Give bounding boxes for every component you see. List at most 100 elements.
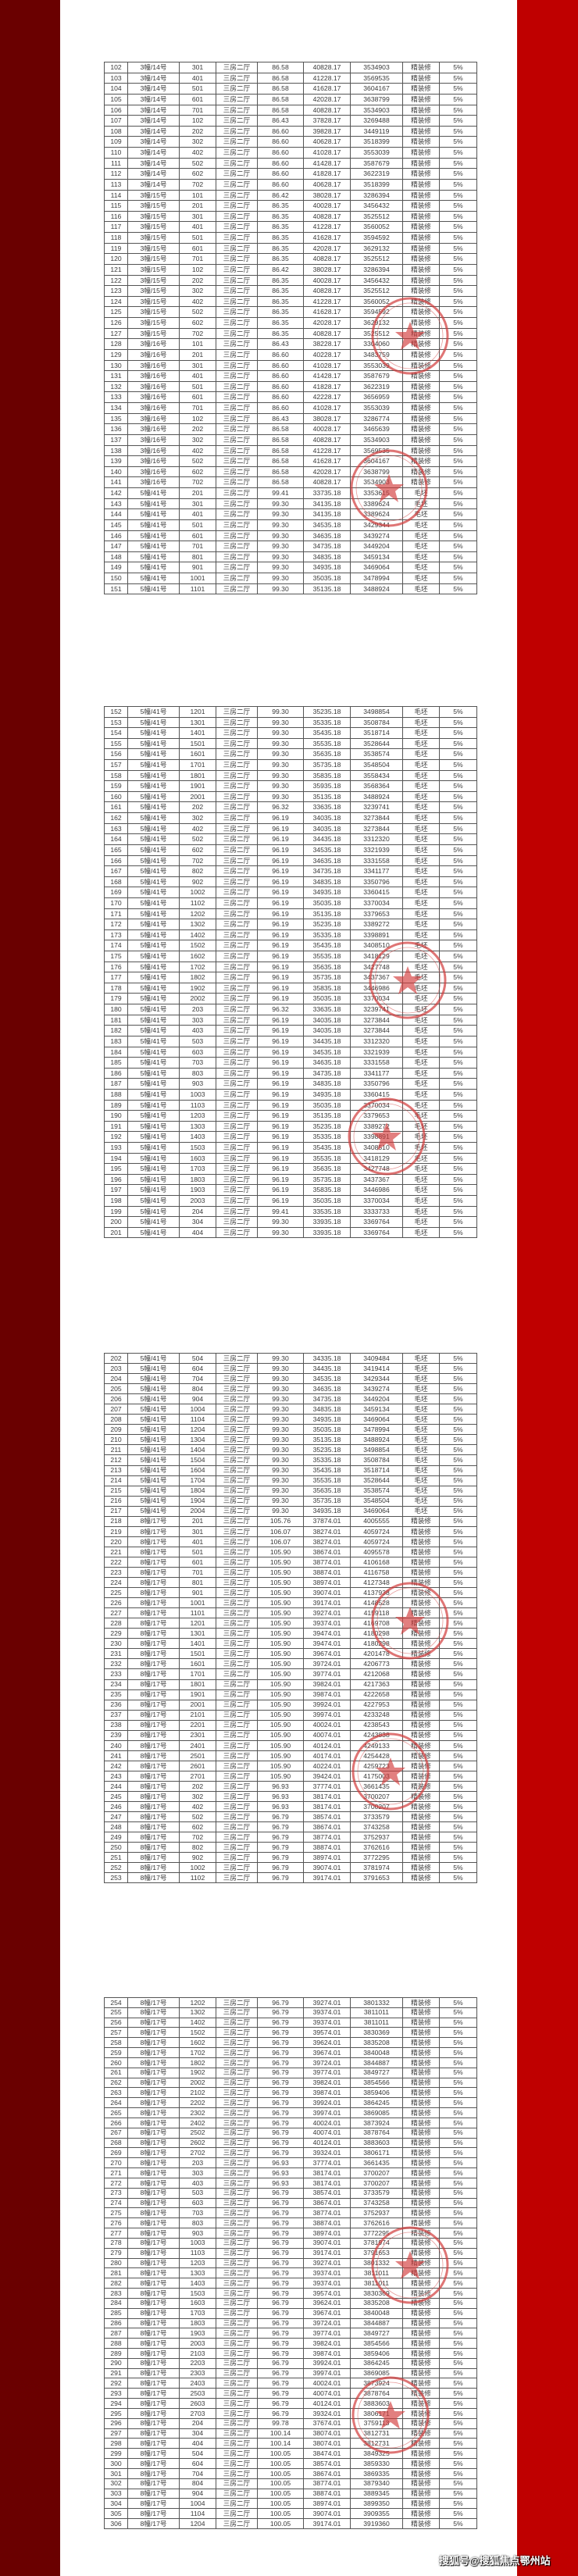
percentage-cell: 5% [439, 982, 477, 994]
room-number-cell: 2001 [179, 790, 216, 803]
total-price-cell: 3743258 [350, 2197, 403, 2209]
unit-price-cell: 39574.01 [303, 2027, 351, 2039]
layout-cell: 三房二厅 [216, 1658, 258, 1670]
layout-cell: 三房二厅 [216, 2147, 258, 2159]
finish-cell: 精装修 [402, 2097, 440, 2109]
layout-cell: 三房二厅 [216, 1131, 258, 1143]
row-number-cell: 249 [104, 1832, 128, 1843]
room-number-cell: 2003 [179, 2338, 216, 2349]
unit-price-cell: 39724.01 [303, 1658, 351, 1670]
area-cell: 86.60 [257, 402, 304, 414]
area-cell: 99.30 [257, 1414, 304, 1425]
unit-price-cell: 40124.01 [303, 1739, 351, 1751]
room-number-cell: 602 [179, 1821, 216, 1833]
finish-cell: 毛坯 [402, 1495, 440, 1507]
layout-cell: 三房二厅 [216, 1184, 258, 1197]
percentage-cell: 5% [439, 178, 477, 191]
unit-price-cell: 38874.01 [303, 1842, 351, 1854]
row-number-cell: 285 [104, 2307, 128, 2319]
room-number-cell: 404 [179, 2438, 216, 2449]
row-number-cell: 273 [104, 2187, 128, 2199]
building-cell: 8幢/17号 [127, 2217, 180, 2229]
percentage-cell: 5% [439, 317, 477, 329]
building-cell: 8幢/17号 [127, 1997, 180, 2008]
total-price-cell: 4180298 [350, 1628, 403, 1639]
area-cell: 96.79 [257, 2067, 304, 2078]
area-cell: 99.30 [257, 1434, 304, 1446]
table-row: 164 5幢/41号 502 三房二厅 96.19 34435.18 3312320 毛坯 5% [104, 833, 477, 845]
total-price-cell: 3553039 [350, 359, 403, 372]
percentage-cell: 5% [439, 168, 477, 180]
row-number-cell: 236 [104, 1699, 128, 1711]
finish-cell: 精装修 [402, 72, 440, 84]
percentage-cell: 5% [439, 1110, 477, 1122]
total-price-cell: 4227953 [350, 1699, 403, 1711]
percentage-cell: 5% [439, 1485, 477, 1497]
building-cell: 8幢/17号 [127, 2378, 180, 2389]
building-cell: 5幢/41号 [127, 508, 180, 520]
finish-cell: 精装修 [402, 232, 440, 244]
building-cell: 5幢/41号 [127, 1414, 180, 1425]
total-price-cell: 3286774 [350, 412, 403, 425]
finish-cell: 精装修 [402, 2518, 440, 2529]
percentage-cell: 5% [439, 1004, 477, 1015]
total-price-cell: 3587679 [350, 157, 403, 169]
room-number-cell: 201 [179, 487, 216, 499]
room-number-cell: 203 [179, 2157, 216, 2169]
layout-cell: 三房二厅 [216, 801, 258, 814]
area-cell: 86.35 [257, 327, 304, 340]
area-cell: 96.79 [257, 2127, 304, 2139]
finish-cell: 精装修 [402, 455, 440, 467]
table-row: 225 8幢/17号 901 三房二厅 105.90 39074.01 4137938 精装修… [104, 1587, 477, 1599]
table-row: 157 5幢/41号 1701 三房二厅 99.30 35735.18 3548504 毛坯 5… [104, 759, 477, 771]
finish-cell: 毛坯 [402, 1373, 440, 1385]
total-price-cell: 3398891 [350, 1131, 403, 1143]
table-row: 166 5幢/41号 702 三房二厅 96.19 34635.18 3331558 毛坯 5% [104, 855, 477, 867]
percentage-cell: 5% [439, 1057, 477, 1069]
layout-cell: 三房二厅 [216, 1035, 258, 1047]
room-number-cell: 2401 [179, 1739, 216, 1751]
layout-cell: 三房二厅 [216, 1067, 258, 1079]
building-cell: 8幢/17号 [127, 2267, 180, 2279]
area-cell: 96.79 [257, 2307, 304, 2319]
building-cell: 8幢/17号 [127, 1689, 180, 1700]
area-cell: 96.19 [257, 897, 304, 909]
finish-cell: 精装修 [402, 2297, 440, 2309]
unit-price-cell: 40828.17 [303, 210, 351, 223]
finish-cell: 精装修 [402, 1770, 440, 1782]
unit-price-cell: 34835.18 [303, 876, 351, 888]
layout-cell: 三房二厅 [216, 2217, 258, 2229]
unit-price-cell: 37774.01 [303, 1780, 351, 1793]
percentage-cell: 5% [439, 1811, 477, 1823]
total-price-cell: 3478994 [350, 573, 403, 584]
row-number-cell: 279 [104, 2247, 128, 2259]
room-number-cell: 602 [179, 844, 216, 856]
unit-price-cell: 41828.17 [303, 380, 351, 393]
table-row: 155 5幢/41号 1501 三房二厅 99.30 35535.18 3528644 毛坯 5… [104, 737, 477, 750]
total-price-cell: 3864245 [350, 2357, 403, 2369]
layout-cell: 三房二厅 [216, 433, 258, 446]
unit-price-cell: 38174.01 [303, 2177, 351, 2189]
percentage-cell: 5% [439, 1997, 477, 2008]
table-row: 179 5幢/41号 2002 三房二厅 96.19 35035.18 3370034 毛坯 5… [104, 993, 477, 1005]
total-price-cell: 3449204 [350, 1393, 403, 1405]
layout-cell: 三房二厅 [216, 2458, 258, 2469]
finish-cell: 精装修 [402, 274, 440, 287]
building-cell: 8幢/17号 [127, 1832, 180, 1843]
layout-cell: 三房二厅 [216, 210, 258, 223]
row-number-cell: 164 [104, 833, 128, 845]
row-number-cell: 107 [104, 115, 128, 127]
percentage-cell: 5% [439, 1454, 477, 1466]
table-row: 289 8幢/17号 2103 三房二厅 96.79 39874.01 3859406 精装修… [104, 2347, 477, 2359]
finish-cell: 精装修 [402, 1719, 440, 1731]
unit-price-cell: 38674.01 [303, 1821, 351, 1833]
building-cell: 5幢/41号 [127, 716, 180, 729]
total-price-cell: 3370034 [350, 993, 403, 1005]
table-row: 125 3幢/15号 502 三房二厅 86.35 41628.17 3594592 精装修 5… [104, 306, 477, 318]
room-number-cell: 702 [179, 476, 216, 488]
unit-price-cell: 34435.18 [303, 833, 351, 845]
building-cell: 8幢/17号 [127, 1587, 180, 1599]
row-number-cell: 204 [104, 1373, 128, 1385]
area-cell: 105.90 [257, 1556, 304, 1568]
layout-cell: 三房二厅 [216, 1852, 258, 1864]
